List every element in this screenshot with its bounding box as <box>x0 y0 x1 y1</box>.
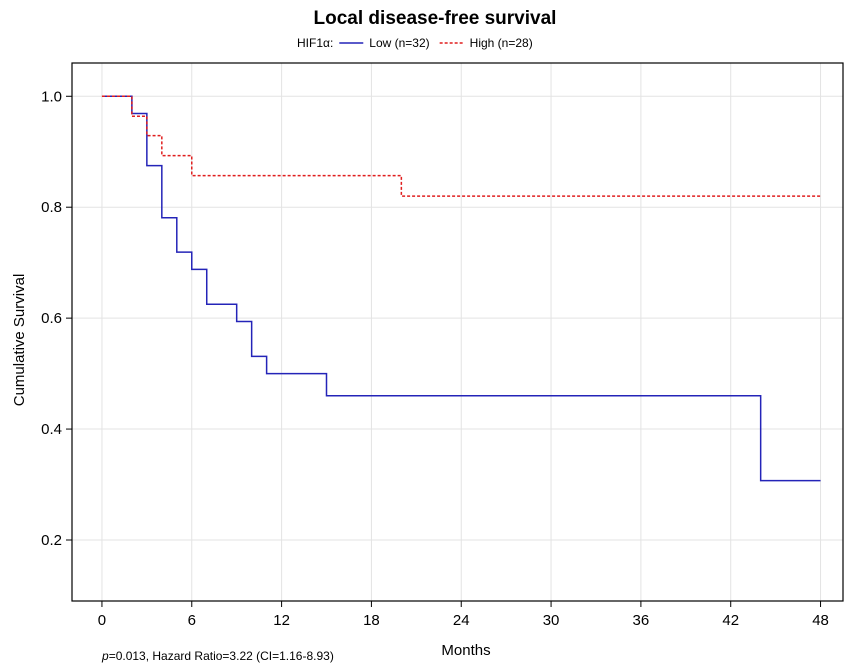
legend: HIF1α: Low (n=32) High (n=28) <box>297 36 533 50</box>
x-tick-label: 36 <box>633 612 650 629</box>
series-line <box>101 95 821 197</box>
y-tick-label: 0.2 <box>41 532 62 549</box>
x-tick-label: 24 <box>453 612 470 629</box>
y-tick-label: 0.4 <box>41 421 62 438</box>
legend-prefix: HIF1α: <box>297 36 333 50</box>
stats-annotation: p=0.013, Hazard Ratio=3.22 (CI=1.16-8.93… <box>101 649 334 663</box>
grid <box>72 63 843 601</box>
y-tick-label: 1.0 <box>41 88 62 105</box>
x-tick-label: 18 <box>363 612 380 629</box>
series-group <box>101 95 821 482</box>
x-tick-label: 30 <box>543 612 560 629</box>
x-axis-label: Months <box>441 642 490 659</box>
series-line <box>101 95 821 482</box>
y-tick-label: 0.6 <box>41 310 62 327</box>
x-axis-ticks: 0 6 12 18 24 30 36 42 48 <box>98 601 829 629</box>
x-tick-label: 42 <box>722 612 739 629</box>
y-axis-label: Cumulative Survival <box>11 274 28 407</box>
stats-annotation-text: =0.013, Hazard Ratio=3.22 (CI=1.16-8.93) <box>109 649 334 663</box>
y-axis-ticks: 0.2 0.4 0.6 0.8 1.0 <box>41 88 72 549</box>
x-tick-label: 0 <box>98 612 106 629</box>
legend-entry-label: High (n=28) <box>470 36 533 50</box>
x-tick-label: 48 <box>812 612 829 629</box>
p-value-symbol: p <box>101 649 109 663</box>
x-tick-label: 12 <box>273 612 290 629</box>
chart-title: Local disease-free survival <box>314 8 557 29</box>
x-tick-label: 6 <box>188 612 196 629</box>
plot-frame <box>71 62 844 602</box>
legend-entry-label: Low (n=32) <box>369 36 429 50</box>
y-tick-label: 0.8 <box>41 199 62 216</box>
